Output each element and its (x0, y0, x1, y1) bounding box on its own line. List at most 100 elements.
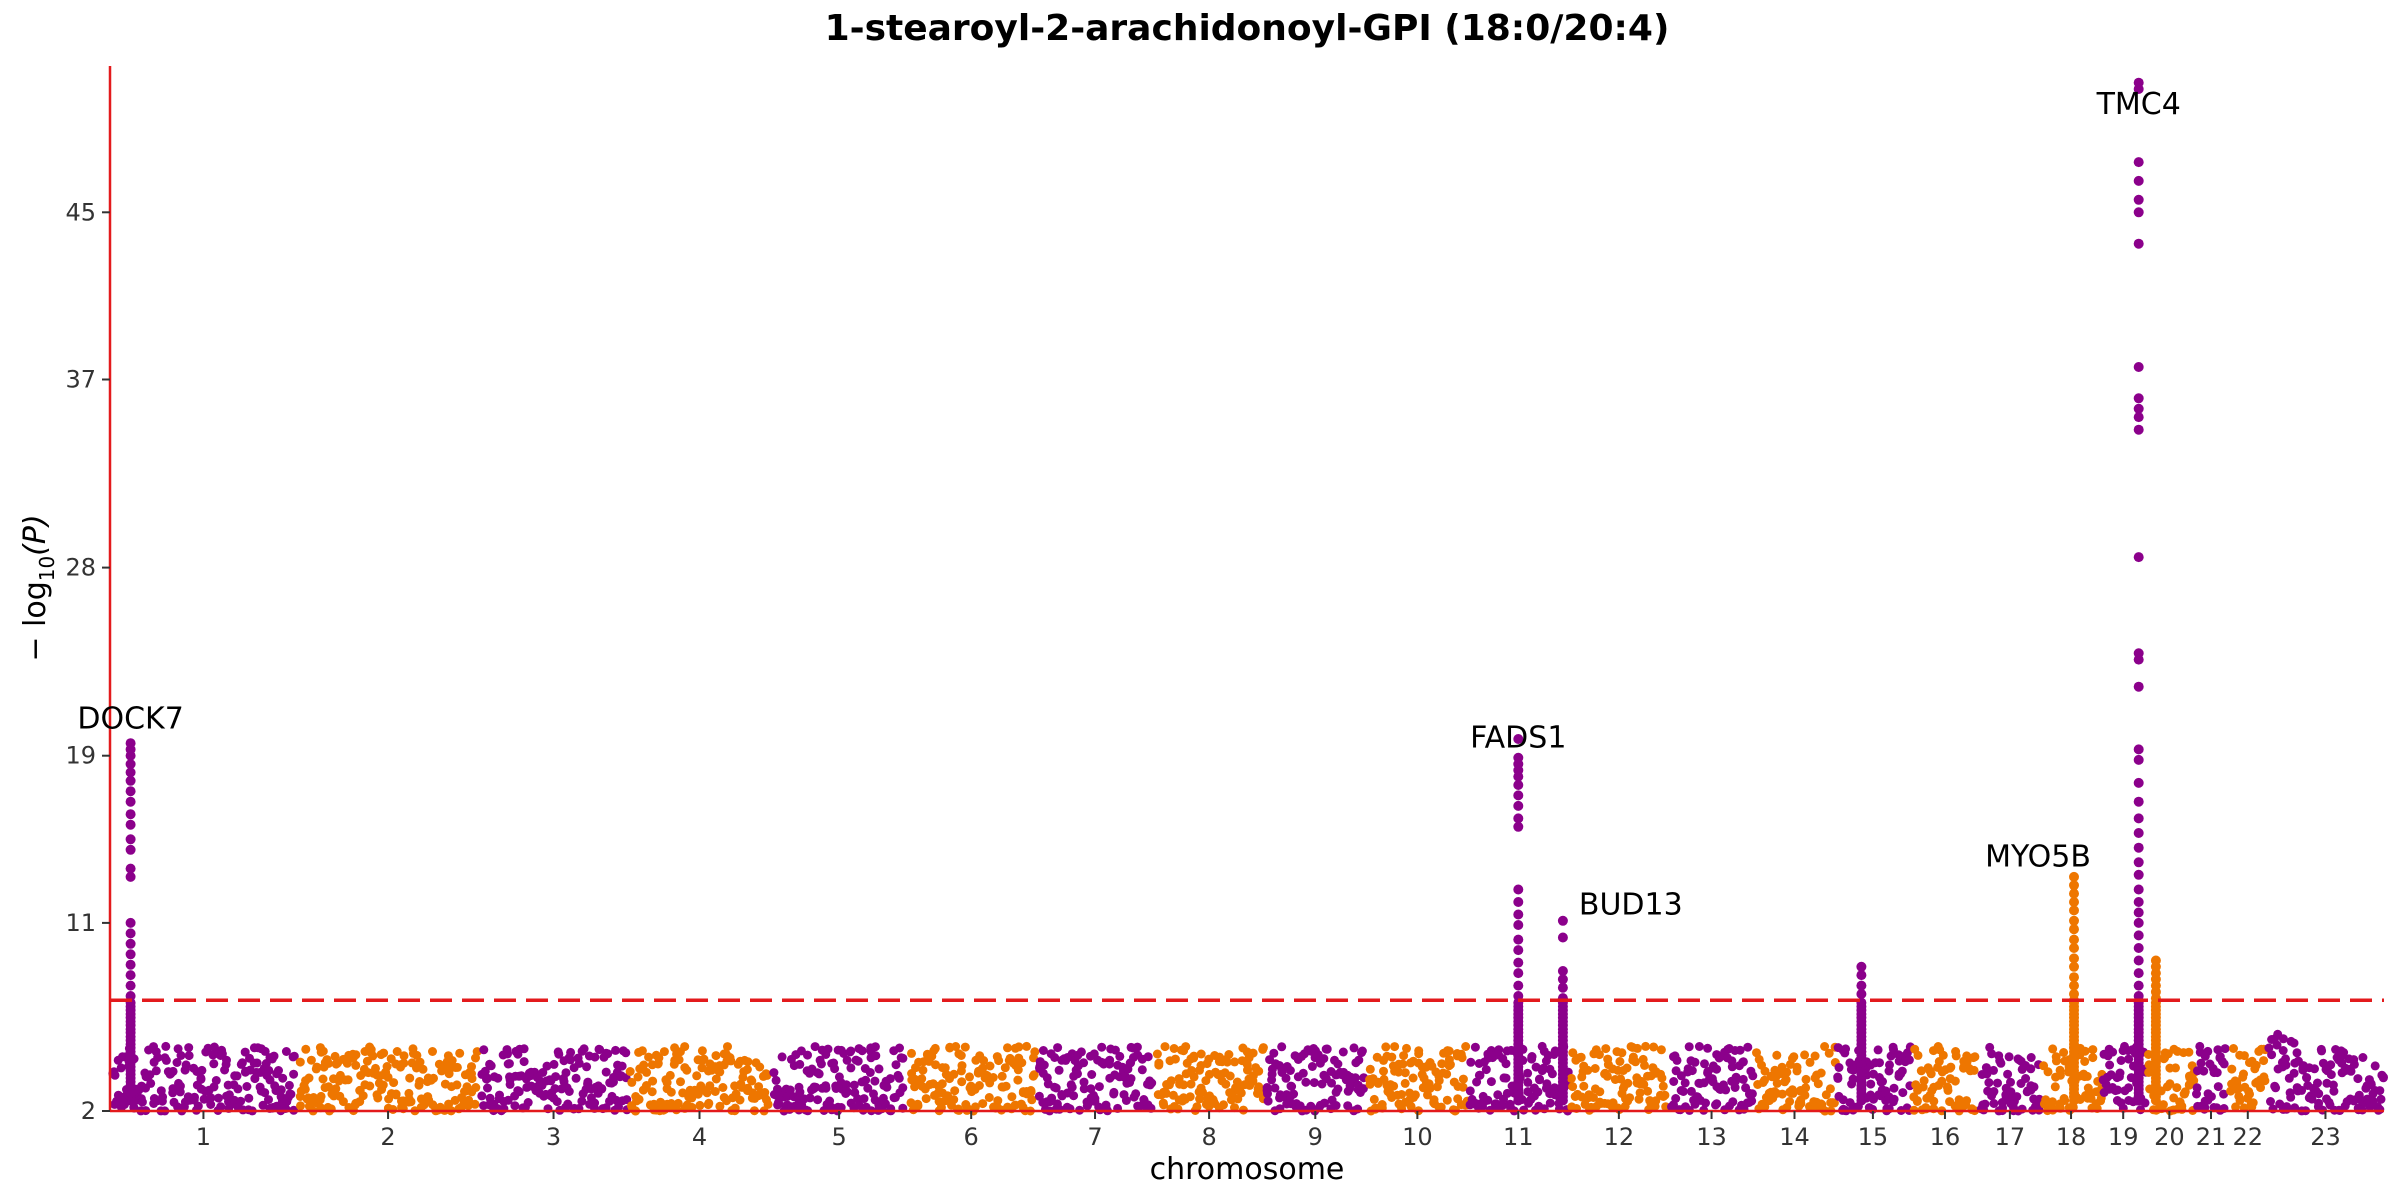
snp-point (2021, 1074, 2031, 1083)
snp-point (924, 1052, 934, 1062)
snp-point (426, 1075, 436, 1085)
snp-point (2353, 1074, 2363, 1084)
snp-point (2108, 1047, 2118, 1057)
snp-point (1687, 1066, 1697, 1076)
snp-point (480, 1066, 490, 1076)
snp-point (985, 1061, 995, 1071)
snp-point (2069, 871, 2079, 882)
snp-point (1690, 1057, 1700, 1067)
snp-point (1285, 1066, 1295, 1075)
snp-point (951, 1042, 961, 1051)
snp-point (301, 1044, 311, 1054)
snp-point (1125, 1078, 1135, 1087)
snp-point (1029, 1070, 1039, 1080)
snp-point (746, 1075, 756, 1085)
snp-point (2227, 1064, 2237, 1074)
snp-point (125, 819, 136, 830)
snp-point (318, 1074, 328, 1084)
snp-point (1701, 1098, 1710, 1108)
snp-point (1700, 1059, 1709, 1069)
snp-point (725, 1053, 735, 1062)
snp-point (220, 1065, 230, 1075)
snp-point (841, 1080, 851, 1090)
snp-point (1913, 1050, 1923, 1060)
chromosome-8-points (1152, 1042, 1268, 1115)
snp-point (315, 1095, 325, 1105)
snp-point (1601, 1044, 1611, 1054)
snp-point (2302, 1073, 2312, 1082)
x-tick-label: 20 (2154, 1123, 2185, 1151)
snp-point (1945, 1063, 1955, 1073)
snp-point (2278, 1034, 2288, 1044)
snp-point (2172, 1083, 2182, 1093)
peak-chr11 (1513, 734, 1524, 1106)
snp-point (1390, 1042, 1400, 1052)
snp-point (2239, 1051, 2249, 1061)
peak-chr18 (2069, 871, 2079, 1106)
snp-point (1568, 1082, 1578, 1092)
snp-point (2029, 1082, 2039, 1092)
snp-point (2326, 1070, 2336, 1080)
snp-point (510, 1101, 520, 1111)
chromosome-1-points (108, 1041, 299, 1116)
snp-point (931, 1060, 940, 1070)
snp-point (2229, 1044, 2238, 1053)
snp-point (1557, 974, 1568, 985)
snp-point (1281, 1073, 1291, 1083)
snp-point (296, 1101, 305, 1111)
snp-point (1402, 1043, 1411, 1053)
snp-point (196, 1073, 206, 1083)
snp-point (1897, 1066, 1907, 1076)
snp-point (125, 928, 136, 939)
x-axis-title: chromosome (1150, 1152, 1345, 1187)
snp-point (735, 1095, 745, 1105)
snp-point (406, 1097, 416, 1107)
snp-point (2069, 961, 2079, 972)
snp-point (1568, 1048, 1578, 1058)
snp-point (184, 1051, 194, 1061)
snp-point (871, 1051, 881, 1061)
snp-point (513, 1049, 523, 1059)
snp-point (1980, 1099, 1990, 1109)
snp-point (2133, 869, 2144, 880)
snp-point (2206, 1092, 2216, 1102)
snp-point (2080, 1057, 2090, 1066)
snp-point (125, 863, 136, 874)
snp-point (2133, 777, 2144, 788)
snp-point (1001, 1081, 1011, 1091)
snp-point (1557, 966, 1568, 976)
snp-point (1984, 1078, 1994, 1088)
snp-point (1277, 1042, 1287, 1052)
x-axis-ticks: 1 2 3 4 5 6 7 8 9 10 11 12 13 14 15 16 17 18 19 20 21 22 23 (196, 1111, 2341, 1151)
snp-point (2069, 943, 2079, 953)
y-tick-label: 45 (65, 198, 96, 226)
snp-point (1170, 1054, 1180, 1064)
snp-point (1073, 1069, 1082, 1079)
snp-point (1760, 1075, 1769, 1085)
snp-point (1369, 1094, 1379, 1104)
snp-point (695, 1100, 705, 1110)
snp-point (1841, 1044, 1851, 1054)
snp-point (2213, 1082, 2223, 1092)
snp-point (1989, 1099, 1999, 1108)
snp-point (1414, 1046, 1424, 1056)
snp-point (470, 1099, 480, 1109)
snp-point (1270, 1083, 1280, 1093)
snp-point (697, 1046, 707, 1056)
gene-label-myo5b: MYO5B (1985, 840, 2091, 875)
snp-point (1848, 1074, 1858, 1084)
snp-point (168, 1066, 178, 1076)
snp-point (1397, 1090, 1407, 1099)
snp-point (1996, 1058, 2006, 1068)
snp-point (428, 1047, 437, 1056)
snp-point (2069, 897, 2079, 907)
snp-point (2133, 552, 2144, 563)
snp-point (1772, 1078, 1782, 1088)
snp-point (2133, 744, 2144, 755)
snp-point (1968, 1053, 1978, 1063)
snp-point (1115, 1051, 1125, 1061)
chromosome-16-points (1909, 1042, 1980, 1116)
x-tick-label: 19 (2108, 1123, 2139, 1151)
snp-point (992, 1052, 1002, 1062)
snp-point (1816, 1068, 1826, 1078)
